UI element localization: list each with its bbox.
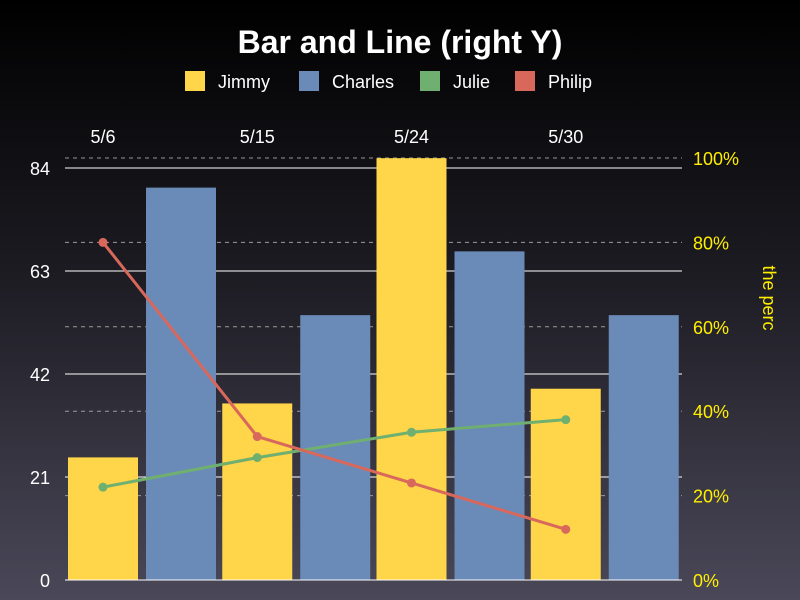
x-tick-label: 5/30 [548, 127, 583, 147]
point-philip [561, 524, 571, 534]
right-tick-label: 60% [693, 318, 729, 338]
left-axis-ticks: 0 21 42 63 84 [30, 159, 50, 591]
legend-swatch-charles [299, 71, 319, 91]
right-tick-label: 40% [693, 402, 729, 422]
chart-title: Bar and Line (right Y) [238, 24, 563, 60]
point-julie [561, 415, 571, 425]
point-philip [407, 478, 416, 488]
right-tick-label: 0% [693, 571, 719, 591]
right-tick-label: 100% [693, 149, 739, 169]
bar-charles [608, 315, 679, 580]
lines [98, 237, 571, 534]
point-julie [98, 482, 108, 492]
x-tick-label: 5/24 [394, 127, 429, 147]
line-julie [102, 418, 566, 489]
bar-charles [146, 187, 216, 580]
bar-jimmy [68, 457, 138, 580]
right-axis-label: the perc [759, 265, 779, 330]
bar-jimmy [376, 158, 447, 580]
point-julie [407, 427, 416, 437]
legend-label-julie: Julie [453, 72, 490, 92]
right-tick-label: 80% [693, 233, 729, 253]
left-tick-label: 42 [30, 365, 50, 385]
x-tick-label: 5/6 [90, 127, 115, 147]
bar-jimmy [222, 403, 293, 580]
point-philip [98, 237, 108, 247]
x-tick-label: 5/15 [240, 127, 275, 147]
right-axis-ticks: 0% 20% 40% 60% 80% 100% [693, 149, 739, 591]
bar-charles [454, 251, 525, 580]
left-tick-label: 0 [40, 571, 50, 591]
legend-swatch-julie [420, 71, 440, 91]
line-philip [101, 241, 567, 531]
left-tick-label: 63 [30, 262, 50, 282]
x-axis-ticks: 5/6 5/15 5/24 5/30 [90, 127, 583, 147]
left-tick-label: 21 [30, 468, 50, 488]
legend-label-charles: Charles [332, 72, 394, 92]
legend-swatch-jimmy [185, 71, 205, 91]
legend-label-jimmy: Jimmy [218, 72, 270, 92]
point-philip [252, 432, 262, 442]
left-tick-label: 84 [30, 159, 50, 179]
point-julie [252, 453, 262, 463]
legend-label-philip: Philip [548, 72, 592, 92]
right-tick-label: 20% [693, 487, 729, 507]
bars [68, 158, 679, 580]
legend-swatch-philip [515, 71, 535, 91]
legend: Jimmy Charles Julie Philip [185, 71, 592, 92]
